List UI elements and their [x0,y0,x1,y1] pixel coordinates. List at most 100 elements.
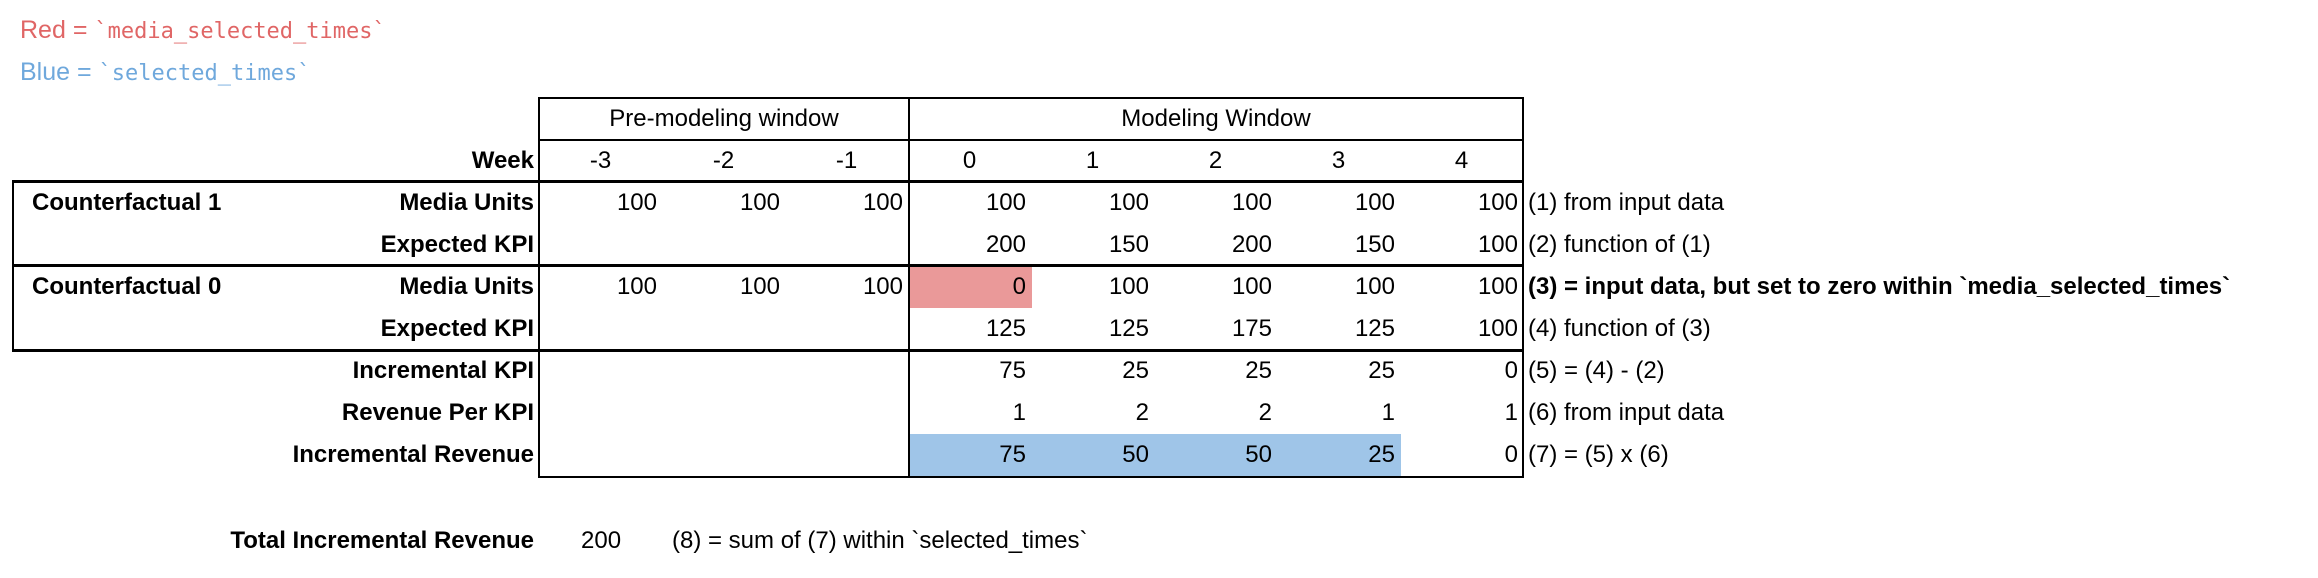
row-note: (1) from input data [1528,189,1725,216]
table-border [539,476,1524,478]
highlight-cell [908,434,1032,476]
week-label: Week [471,147,534,174]
table-cell: 100 [985,189,1026,216]
table-cell: 25 [1122,357,1149,384]
table-cell: 175 [1231,315,1272,342]
table-cell: 100 [739,189,780,216]
row-note: (3) = input data, but set to zero within… [1528,273,2231,300]
table-cell: 25 [1245,357,1272,384]
table-border [13,349,1524,352]
table-cell: 100 [1477,231,1518,258]
week-header: 2 [1208,147,1223,174]
row-note: (2) function of (1) [1528,231,1711,258]
highlight-cell [1031,434,1155,476]
table-cell [539,392,662,434]
table-cell: 75 [999,357,1026,384]
highlight-cell [1277,434,1401,476]
table-cell: 2 [1135,399,1149,426]
highlight-cell [908,266,1032,308]
table-cell: 100 [1108,273,1149,300]
total-value: 200 [581,527,622,554]
legend-blue: Blue = `selected_times` [20,58,310,87]
row-note: (5) = (4) - (2) [1528,357,1665,384]
row-label: Media Units [399,273,534,300]
row-label: Revenue Per KPI [341,399,534,426]
table-cell [539,350,662,392]
table-cell: 100 [1477,189,1518,216]
legend-red-eq: = [65,16,95,44]
table-cell: 25 [1368,357,1395,384]
legend-blue-eq: = [70,58,99,86]
row-note: (6) from input data [1528,399,1725,426]
total-label: Total Incremental Revenue [230,527,534,554]
table-cell: 75 [999,441,1026,468]
week-header: 0 [962,147,977,174]
table-cell: 100 [739,273,780,300]
table-cell [662,350,785,392]
table-cell [785,392,908,434]
table-border [539,97,1524,99]
row-group-label: Counterfactual 1 [32,189,222,216]
table-cell: 100 [1477,273,1518,300]
week-header: 4 [1454,147,1469,174]
table-border [538,97,540,478]
table-cell: 1 [1504,399,1518,426]
table-cell [785,350,908,392]
table-cell [662,392,785,434]
table-cell: 1 [1012,399,1026,426]
row-label: Expected KPI [380,231,534,258]
table-cell: 1 [1381,399,1395,426]
table-cell: 0 [1504,441,1518,468]
table-cell [785,308,908,350]
week-header: -3 [589,147,612,174]
table-border [1522,97,1524,478]
modeling-window-header: Modeling Window [1121,105,1311,132]
row-label: Expected KPI [380,315,534,342]
pre-modeling-window-header: Pre-modeling window [609,105,839,132]
table-cell [662,308,785,350]
table-cell: 100 [1231,189,1272,216]
table-border [13,180,1524,183]
table-cell: 50 [1122,441,1149,468]
table-cell: 100 [1477,315,1518,342]
highlight-cell [1154,434,1278,476]
legend-blue-label: Blue [20,58,71,86]
table-cell: 150 [1108,231,1149,258]
table-cell: 0 [1012,273,1026,300]
row-label: Incremental KPI [352,357,534,384]
table-cell: 100 [862,189,903,216]
table-cell: 100 [1231,273,1272,300]
table-cell [539,308,662,350]
week-header: -2 [712,147,735,174]
table-border [539,139,1524,141]
table-cell: 0 [1504,357,1518,384]
row-label: Incremental Revenue [292,441,534,468]
table-cell: 150 [1354,231,1395,258]
legend-red: Red = `media_selected_times` [20,16,386,45]
table-cell [539,224,662,266]
total-note: (8) = sum of (7) within `selected_times` [672,527,1088,554]
row-group-label: Counterfactual 0 [32,273,222,300]
table-border [12,180,14,352]
table-border [13,264,1524,267]
week-header: 3 [1331,147,1346,174]
week-header: -1 [835,147,858,174]
table-cell: 100 [1354,273,1395,300]
table-cell: 100 [1108,189,1149,216]
table-cell [539,434,662,476]
table-cell [785,224,908,266]
week-header: 1 [1085,147,1100,174]
table-border [908,97,910,478]
table-cell: 100 [1354,189,1395,216]
table-cell: 200 [1231,231,1272,258]
table-cell: 125 [1108,315,1149,342]
row-label: Media Units [399,189,534,216]
table-cell: 125 [1354,315,1395,342]
legend-red-code: `media_selected_times` [94,19,386,44]
table-cell: 100 [616,273,657,300]
table-cell [662,224,785,266]
table-cell: 25 [1368,441,1395,468]
row-note: (7) = (5) x (6) [1528,441,1669,468]
table-cell [662,434,785,476]
table-cell: 125 [985,315,1026,342]
